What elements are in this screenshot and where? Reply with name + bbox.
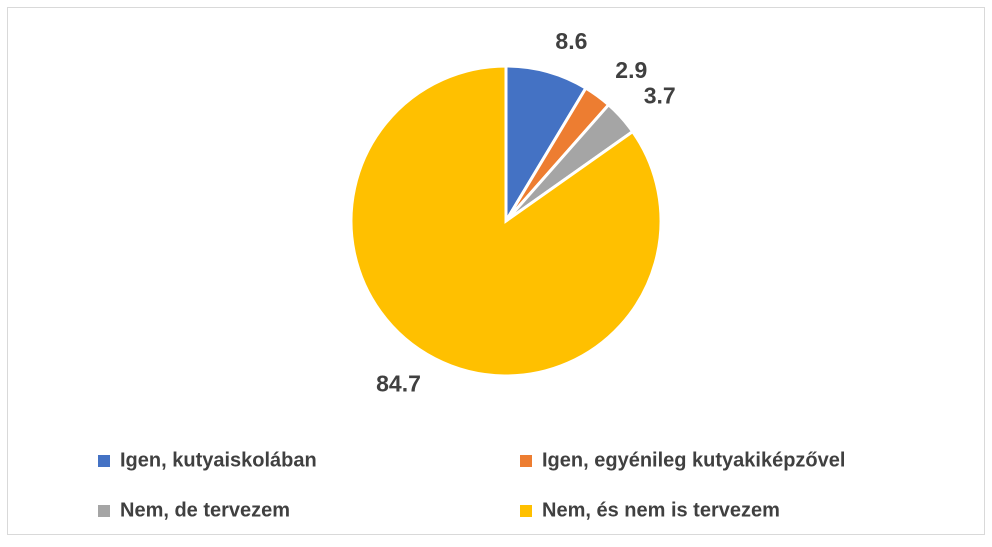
data-label: 8.6 — [555, 28, 587, 54]
data-label: 2.9 — [615, 57, 647, 83]
legend-marker — [520, 505, 532, 517]
pie-slice — [349, 64, 663, 378]
data-label: 3.7 — [644, 83, 676, 109]
legend-marker — [98, 505, 110, 517]
data-label: 84.7 — [376, 370, 421, 396]
legend-label: Nem, és nem is tervezem — [542, 499, 780, 521]
legend-label: Nem, de tervezem — [120, 499, 290, 521]
pie-slice — [504, 64, 588, 227]
legend-marker — [520, 455, 532, 467]
legend-marker — [98, 455, 110, 467]
legend-label: Igen, egyénileg kutyakiképzővel — [542, 449, 845, 471]
legend-label: Igen, kutyaiskolában — [120, 449, 317, 471]
